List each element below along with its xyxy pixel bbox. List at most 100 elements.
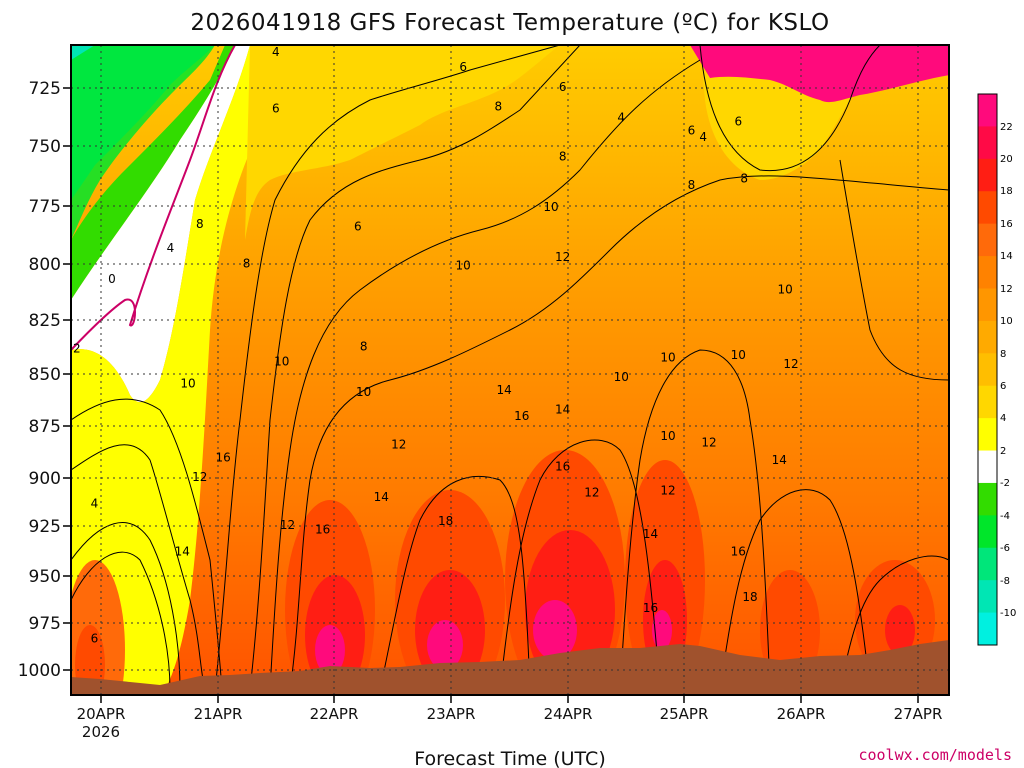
contour-label: 18 — [742, 590, 757, 604]
contour-label: 12 — [701, 435, 716, 449]
x-tick-label: 26APR — [777, 705, 826, 723]
contour-line — [214, 45, 561, 691]
contour-label: 10 — [356, 385, 371, 399]
contour-label: 14 — [497, 383, 512, 397]
freezing-line — [71, 45, 236, 351]
y-axis — [63, 87, 71, 671]
cold-region-green — [71, 45, 215, 240]
contour-label: 12 — [192, 470, 207, 484]
contour-label: 14 — [555, 403, 570, 417]
colorbar-cells — [978, 94, 997, 646]
y-tick-label: 1000 — [18, 661, 61, 681]
colorbar-label: 22 — [1000, 122, 1013, 133]
contour-label: 16 — [643, 601, 658, 615]
contour-label: 12 — [555, 250, 570, 264]
colorbar-cell — [978, 418, 997, 452]
contour-label: 8 — [196, 217, 204, 231]
contour-label: 0 — [108, 272, 116, 286]
y-tick-label: 950 — [29, 567, 61, 587]
contour-label: 8 — [494, 99, 502, 113]
contour-label: 6 — [459, 60, 467, 74]
y-tick-label: 800 — [29, 255, 61, 275]
warm-core-6-inner — [75, 625, 105, 695]
colorbar-cell — [978, 320, 997, 354]
x-tick-label: 27APR — [894, 705, 943, 723]
contour-label: 10 — [543, 200, 558, 214]
x-tick-label: 25APR — [660, 705, 709, 723]
contour-line — [499, 439, 661, 691]
contour-label: 16 — [731, 544, 746, 558]
contour-label: 14 — [643, 527, 658, 541]
contour-line — [71, 522, 181, 691]
warm-core-3-inner — [533, 600, 577, 660]
warm-core-1-inner — [315, 625, 345, 675]
contour-label: 6 — [688, 123, 696, 137]
x-tick-label: 23APR — [427, 705, 476, 723]
colorbar-cell — [978, 580, 997, 614]
contour-label: 12 — [584, 486, 599, 500]
contour-label: 10 — [777, 283, 792, 297]
contour-label: 2 — [73, 342, 81, 356]
y-tick-label: 825 — [29, 311, 61, 331]
colorbar-label: -2 — [1000, 478, 1010, 489]
plot-frame — [70, 44, 950, 696]
colorbar-cell — [978, 385, 997, 419]
colorbar-label: 20 — [1000, 154, 1013, 165]
y-tick-label: 925 — [29, 517, 61, 537]
colorbar-label: 6 — [1000, 381, 1006, 392]
colorbar-label: 16 — [1000, 219, 1013, 230]
warm-region-yellow — [71, 45, 330, 690]
contour-line — [839, 555, 949, 691]
contour-label: 6 — [272, 102, 280, 116]
colorbar-cell — [978, 450, 997, 484]
colorbar-label: -8 — [1000, 576, 1010, 587]
y-tick-label: 750 — [29, 137, 61, 157]
contour-label: 14 — [772, 453, 787, 467]
cold-region-light-green — [71, 45, 235, 300]
y-tick-label: 875 — [29, 417, 61, 437]
contour-label: 10 — [731, 348, 746, 362]
contour-line — [71, 444, 206, 691]
colorbar-cell — [978, 547, 997, 581]
colorbar-frame — [977, 93, 998, 646]
x-tick-labels: 20APR 2026 21APR 22APR 23APR 24APR 25APR… — [77, 705, 943, 741]
contour-line — [619, 349, 771, 691]
temperature-contours — [71, 45, 949, 691]
contour-label: 10 — [274, 355, 289, 369]
chart-title: 2026041918 GFS Forecast Temperature (ºC)… — [190, 10, 829, 36]
colorbar-label: 12 — [1000, 284, 1013, 295]
contour-label: 10 — [614, 370, 629, 384]
warm-region-gold — [245, 45, 560, 240]
warm-core-2-inner — [427, 620, 463, 670]
contour-label: 8 — [559, 150, 567, 164]
x-axis — [100, 695, 919, 703]
colorbar-cell — [978, 612, 997, 646]
contour-line — [719, 489, 871, 691]
colorbar-cell — [978, 223, 997, 257]
warm-core-5-inner — [885, 605, 915, 655]
credit-text: coolwx.com/models — [858, 746, 1012, 764]
colorbar-cell — [978, 94, 997, 127]
contour-label: 4 — [272, 45, 280, 59]
y-tick-label: 975 — [29, 614, 61, 634]
gridlines — [71, 45, 949, 695]
y-tick-labels: 725 750 775 800 825 850 875 900 925 950 … — [18, 79, 61, 681]
contour-label: 14 — [175, 544, 190, 558]
colorbar-label: 8 — [1000, 349, 1006, 360]
zero-band-white — [71, 45, 250, 403]
x-tick-label: 24APR — [544, 705, 593, 723]
contour-label: 6 — [734, 115, 742, 129]
colorbar-label: 2 — [1000, 446, 1006, 457]
contour-label: 6 — [354, 219, 362, 233]
contour-label: 6 — [559, 80, 567, 94]
contour-line — [249, 45, 581, 691]
y-tick-label: 725 — [29, 79, 61, 99]
x-tick-sublabel: 2026 — [82, 723, 120, 741]
colorbar-cell — [978, 158, 997, 192]
contour-label: 16 — [555, 459, 570, 473]
contour-label: 16 — [315, 523, 330, 537]
contour-line — [71, 551, 171, 691]
contour-line — [289, 175, 949, 691]
